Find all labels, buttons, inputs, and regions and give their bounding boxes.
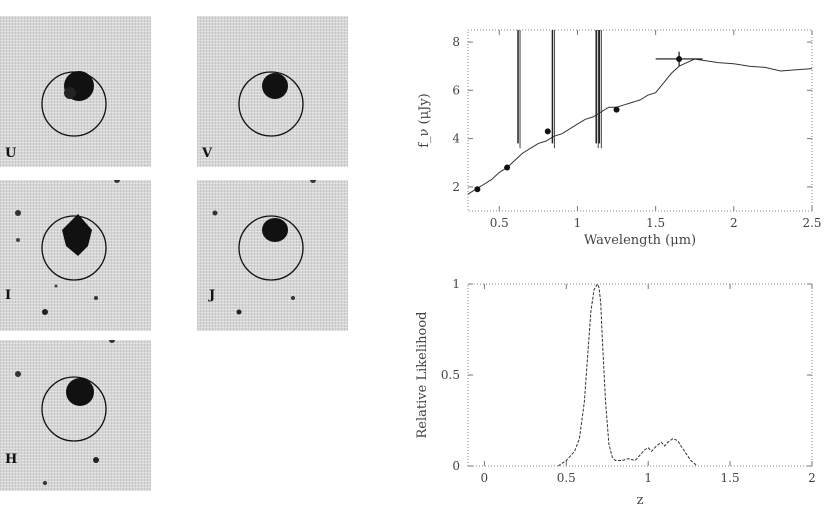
galaxy-blob <box>262 218 288 242</box>
y-tick-label: 4 <box>452 132 460 146</box>
aperture-circle <box>41 376 107 442</box>
image-panel-i: I <box>0 180 151 331</box>
plot-frame <box>467 29 813 212</box>
image-panel-j: J <box>197 180 348 331</box>
x-tick-label: 1 <box>644 471 652 485</box>
y-tick-label: 1 <box>452 277 460 291</box>
x-tick-label: 1.5 <box>646 216 665 230</box>
y-tick-label: 0 <box>452 459 460 473</box>
galaxy-blob <box>62 214 92 256</box>
y-axis-label: Relative Likelihood <box>415 312 430 439</box>
x-axis-label: Wavelength (μm) <box>584 233 696 248</box>
y-tick-label: 8 <box>452 35 460 49</box>
y-tick-label: 0.5 <box>441 368 460 382</box>
x-tick-label: 0.5 <box>557 471 576 485</box>
series-line <box>467 58 813 195</box>
source-cutout <box>212 180 316 315</box>
aperture-circle <box>238 215 304 281</box>
photometry-point <box>613 106 620 113</box>
galaxy-blob <box>66 378 94 406</box>
image-panel-u: U <box>0 16 151 167</box>
photometry-point <box>676 55 683 62</box>
image-panel-v: V <box>197 16 348 167</box>
band-label: H <box>5 452 18 467</box>
band-label: I <box>5 288 12 303</box>
y-tick-label: 6 <box>452 83 460 97</box>
source-cutout <box>41 71 107 137</box>
source-cutout <box>238 71 304 137</box>
aperture-circle <box>238 71 304 137</box>
band-label: V <box>202 146 213 161</box>
series-line <box>557 282 698 467</box>
y-tick-label: 2 <box>452 180 460 194</box>
x-tick-label: 2.5 <box>802 216 821 230</box>
x-tick-label: 0.5 <box>490 216 509 230</box>
image-panel-h: H <box>0 340 151 491</box>
x-tick-label: 0 <box>481 471 489 485</box>
photometry-point <box>474 186 481 193</box>
x-tick-label: 2 <box>730 216 738 230</box>
galaxy-blob <box>262 73 288 99</box>
source-cutout <box>15 180 120 315</box>
photometry-point <box>504 164 511 171</box>
plot-frame <box>467 283 813 467</box>
y-axis-label: f_ν (μJy) <box>417 93 432 148</box>
band-label: U <box>5 146 17 161</box>
x-tick-label: 1.5 <box>721 471 740 485</box>
source-cutout <box>15 340 115 485</box>
photometry-point <box>544 128 551 135</box>
x-axis-label: z <box>637 493 644 508</box>
x-tick-label: 1 <box>574 216 582 230</box>
band-label: J <box>209 288 216 303</box>
aperture-circle <box>41 215 107 281</box>
x-tick-label: 2 <box>808 471 816 485</box>
